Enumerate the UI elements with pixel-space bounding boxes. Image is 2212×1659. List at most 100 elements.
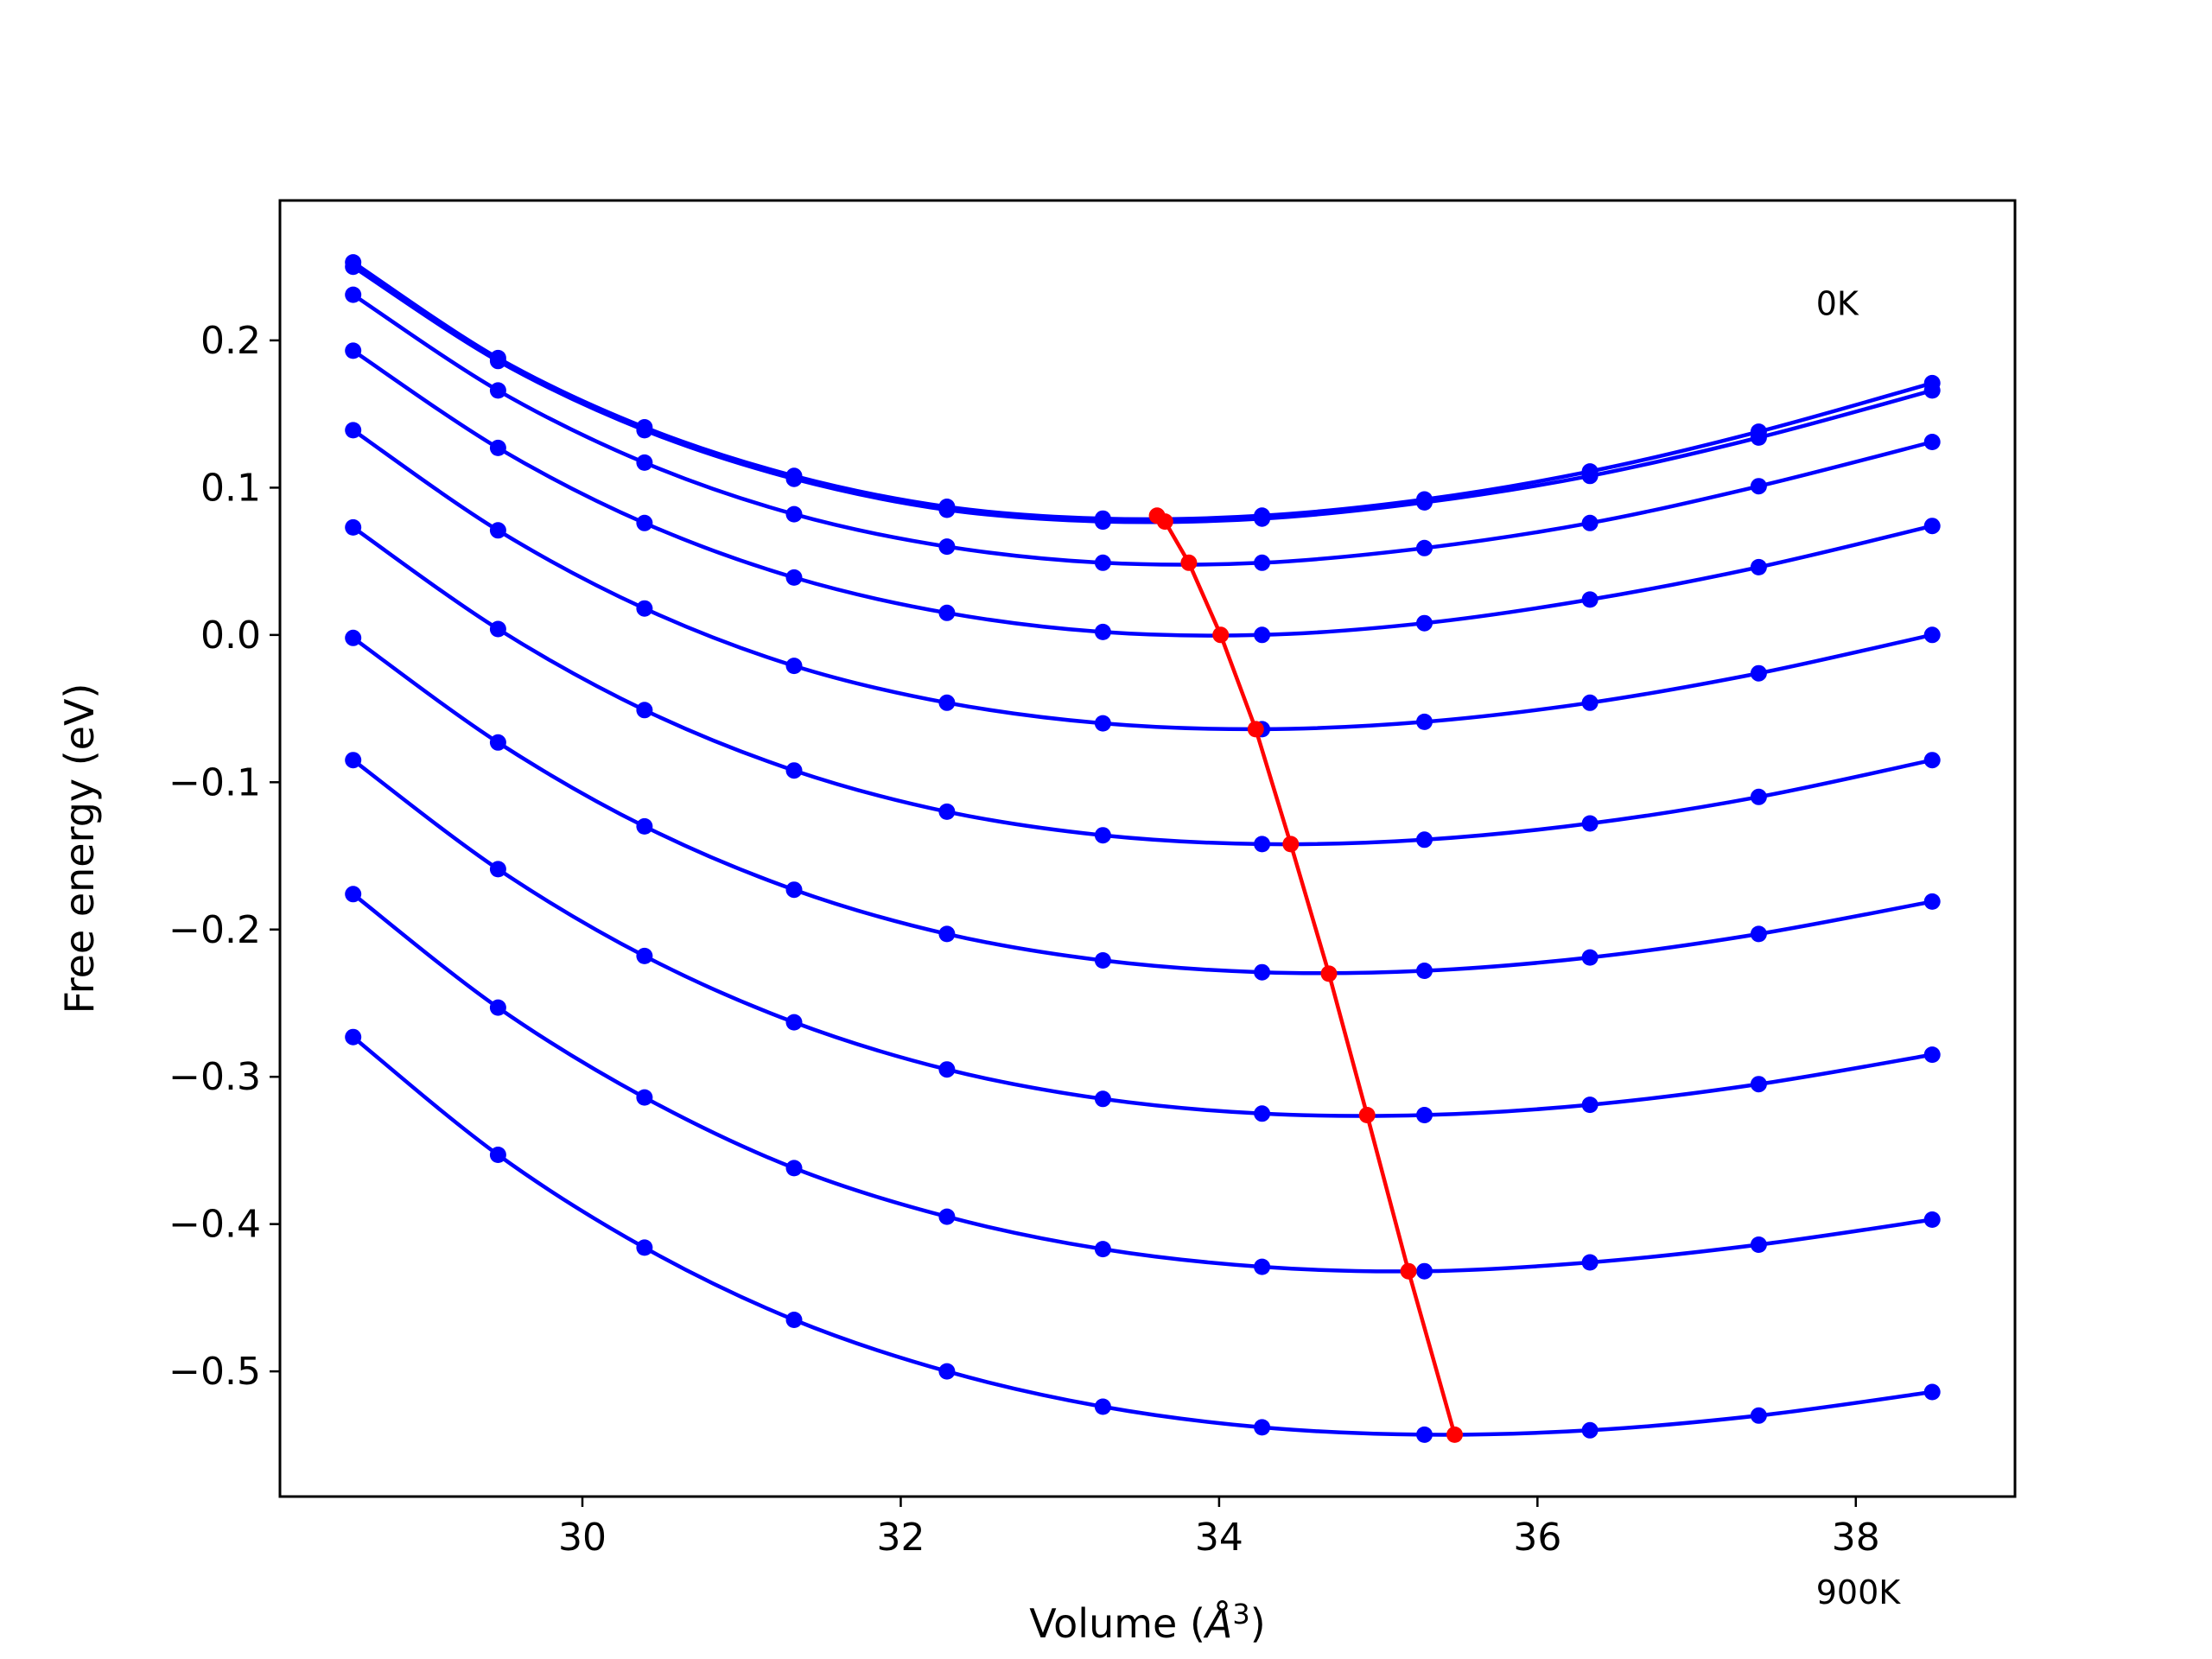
data-point-800K-2 — [636, 1089, 653, 1106]
series-900K — [345, 1028, 1941, 1443]
y-tick-label-4: −0.1 — [168, 760, 261, 804]
data-point-700K-2 — [636, 947, 653, 964]
data-point-200K-4 — [938, 538, 956, 556]
data-point-300K-9 — [1750, 558, 1767, 575]
axes-frame — [278, 199, 2017, 1498]
data-point-900K-8 — [1581, 1421, 1599, 1439]
y-tick-label-1: −0.4 — [168, 1203, 261, 1247]
data-point-200K-7 — [1416, 539, 1433, 556]
minimum-point-1 — [1156, 513, 1173, 531]
data-point-800K-10 — [1923, 1211, 1941, 1228]
data-point-400K-0 — [345, 422, 362, 439]
data-point-900K-2 — [636, 1239, 653, 1256]
x-tick-label-3: 36 — [1513, 1516, 1561, 1560]
data-point-0K-3 — [785, 467, 803, 485]
y-tick-label-5: 0.0 — [200, 613, 261, 658]
data-point-0K-5 — [1094, 510, 1111, 527]
data-point-400K-5 — [1094, 715, 1111, 732]
x-tick-label-4: 38 — [1832, 1516, 1880, 1560]
annotations: 0K 900K — [1816, 284, 1902, 1611]
data-point-0K-2 — [636, 419, 653, 435]
data-point-300K-4 — [938, 604, 956, 621]
series-200K — [345, 286, 1941, 571]
data-point-600K-0 — [345, 629, 362, 646]
data-point-600K-2 — [636, 817, 653, 835]
series-500K — [345, 518, 1941, 853]
data-point-400K-1 — [489, 522, 506, 539]
data-point-400K-3 — [785, 658, 803, 675]
data-point-0K-1 — [489, 349, 506, 366]
minimum-point-3 — [1212, 626, 1230, 644]
data-point-200K-5 — [1094, 554, 1111, 571]
data-point-600K-9 — [1750, 925, 1767, 943]
plot-area — [345, 254, 1941, 1443]
data-point-600K-10 — [1923, 893, 1941, 910]
data-point-300K-8 — [1581, 591, 1599, 608]
data-point-200K-3 — [785, 505, 803, 523]
data-point-700K-6 — [1254, 1105, 1271, 1122]
data-point-900K-9 — [1750, 1407, 1767, 1424]
data-point-700K-4 — [938, 1061, 956, 1078]
y-axis: −0.5 −0.4 −0.3 −0.2 −0.1 0.0 0.1 0.2 — [168, 319, 280, 1394]
annotation-1: 900K — [1816, 1573, 1902, 1611]
data-point-0K-0 — [345, 254, 362, 271]
data-point-0K-6 — [1254, 507, 1271, 524]
data-point-700K-9 — [1750, 1076, 1767, 1093]
data-point-500K-2 — [636, 702, 653, 719]
minimum-point-2 — [1180, 554, 1198, 571]
minimum-point-7 — [1358, 1107, 1376, 1123]
data-point-700K-5 — [1094, 1090, 1111, 1108]
data-point-0K-8 — [1581, 463, 1599, 480]
minimum-point-4 — [1247, 721, 1264, 738]
data-point-200K-9 — [1750, 478, 1767, 495]
data-point-700K-1 — [489, 861, 506, 878]
data-point-900K-7 — [1416, 1426, 1433, 1443]
minimum-point-6 — [1320, 965, 1338, 982]
data-point-700K-7 — [1416, 1107, 1433, 1123]
data-point-200K-6 — [1254, 554, 1271, 571]
minimum-path-line — [1155, 513, 1457, 1436]
data-point-200K-1 — [489, 382, 506, 399]
data-point-800K-9 — [1750, 1236, 1767, 1253]
minimum-point-9 — [1446, 1426, 1463, 1443]
data-point-600K-3 — [785, 881, 803, 899]
data-point-0K-10 — [1923, 374, 1941, 391]
data-point-300K-1 — [489, 439, 506, 456]
data-point-900K-3 — [785, 1312, 803, 1328]
data-point-800K-7 — [1416, 1262, 1433, 1280]
data-point-600K-4 — [938, 925, 956, 943]
data-point-400K-8 — [1581, 694, 1599, 711]
data-point-300K-10 — [1923, 518, 1941, 535]
data-point-600K-5 — [1094, 952, 1111, 969]
data-point-400K-2 — [636, 600, 653, 617]
data-point-500K-8 — [1581, 815, 1599, 832]
y-tick-label-3: −0.2 — [168, 908, 261, 952]
data-point-800K-5 — [1094, 1241, 1111, 1258]
x-axis: 30 32 34 36 38 — [558, 1497, 1880, 1560]
series-600K — [345, 629, 1941, 981]
data-point-900K-5 — [1094, 1398, 1111, 1415]
data-point-0K-7 — [1416, 491, 1433, 508]
data-point-400K-9 — [1750, 664, 1767, 682]
minimum-point-5 — [1282, 836, 1300, 853]
annotation-0: 0K — [1816, 284, 1859, 322]
data-point-500K-9 — [1750, 788, 1767, 805]
data-point-600K-8 — [1581, 949, 1599, 966]
x-tick-label-0: 30 — [558, 1516, 607, 1560]
data-point-800K-3 — [785, 1160, 803, 1177]
data-point-900K-4 — [938, 1363, 956, 1380]
data-point-300K-5 — [1094, 623, 1111, 640]
data-point-600K-7 — [1416, 963, 1433, 979]
data-point-300K-2 — [636, 514, 653, 531]
data-point-500K-5 — [1094, 827, 1111, 844]
data-point-900K-10 — [1923, 1383, 1941, 1401]
x-axis-label: Volume (Å3) — [1029, 1598, 1265, 1647]
data-point-400K-10 — [1923, 626, 1941, 644]
data-point-700K-10 — [1923, 1046, 1941, 1064]
data-point-800K-1 — [489, 999, 506, 1016]
data-point-900K-0 — [345, 1028, 362, 1046]
data-point-400K-7 — [1416, 713, 1433, 730]
data-point-600K-6 — [1254, 963, 1271, 981]
data-point-900K-1 — [489, 1147, 506, 1163]
